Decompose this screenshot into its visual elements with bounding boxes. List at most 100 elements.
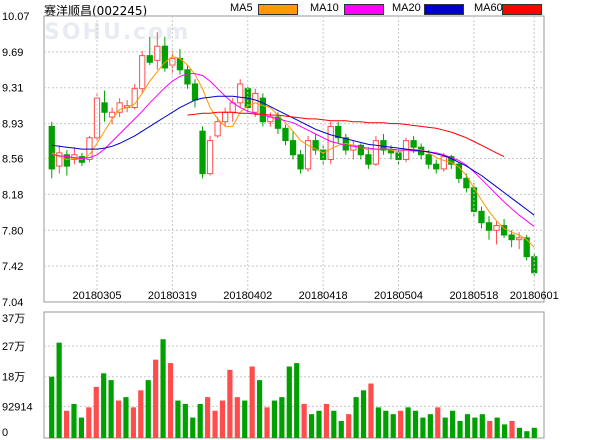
volume-bar bbox=[427, 414, 433, 438]
volume-bar bbox=[360, 390, 367, 438]
volume-bar bbox=[242, 400, 248, 438]
candle-body bbox=[146, 55, 153, 63]
volume-bar bbox=[301, 403, 307, 438]
volume-bar bbox=[93, 386, 99, 438]
volume-bar bbox=[86, 407, 92, 438]
volume-bar bbox=[130, 407, 136, 438]
candle-body bbox=[131, 88, 138, 109]
legend-swatch-ma60 bbox=[502, 4, 542, 15]
volume-tick-label: 18万 bbox=[2, 372, 25, 384]
volume-bar bbox=[49, 376, 55, 438]
volume-panel-frame bbox=[43, 311, 545, 439]
volume-bar bbox=[494, 417, 500, 438]
volume-bar bbox=[71, 403, 77, 438]
legend-swatch-ma20 bbox=[424, 4, 464, 15]
candle-body bbox=[154, 45, 161, 61]
candle-body bbox=[48, 125, 55, 170]
candle-body bbox=[101, 102, 108, 113]
candle-body bbox=[56, 152, 63, 167]
price-tick-label: 10.07 bbox=[2, 11, 30, 23]
candle-body bbox=[304, 140, 312, 170]
stock-title: 赛洋顺昌(002245) bbox=[44, 4, 148, 18]
candle-body bbox=[282, 127, 289, 142]
volume-bar bbox=[294, 363, 300, 438]
volume-bar bbox=[115, 400, 122, 438]
candle-body bbox=[184, 69, 191, 85]
date-tick-label: 20180504 bbox=[374, 290, 423, 302]
volume-bar bbox=[331, 410, 337, 438]
volume-bar bbox=[346, 414, 352, 438]
volume-bar bbox=[123, 397, 129, 438]
volume-bar bbox=[457, 420, 463, 438]
candle-body bbox=[380, 140, 387, 151]
price-tick-label: 8.56 bbox=[2, 154, 23, 166]
candle-body bbox=[222, 111, 229, 123]
candle-body bbox=[63, 154, 70, 167]
volume-bar bbox=[138, 390, 144, 438]
volume-bar bbox=[308, 414, 315, 438]
volume-bar bbox=[182, 403, 188, 438]
candle-body bbox=[214, 121, 221, 137]
volume-bar bbox=[472, 417, 478, 438]
candle-body bbox=[523, 237, 530, 258]
volume-bar bbox=[390, 414, 396, 438]
watermark: SOHU.com bbox=[44, 20, 191, 45]
legend-label-ma10: MA10 bbox=[310, 2, 339, 14]
volume-bar bbox=[524, 431, 530, 438]
legend-swatch-ma5 bbox=[258, 4, 298, 15]
volume-bar bbox=[405, 407, 411, 438]
volume-bar bbox=[145, 380, 151, 438]
volume-bar bbox=[78, 417, 85, 438]
volume-bar bbox=[479, 414, 485, 438]
volume-tick-label: 92914 bbox=[2, 401, 33, 413]
price-tick-label: 8.18 bbox=[2, 189, 23, 201]
price-tick-label: 9.31 bbox=[2, 83, 23, 95]
volume-tick-label: 0 bbox=[2, 427, 8, 439]
volume-bar bbox=[420, 417, 426, 438]
candle-body bbox=[508, 234, 515, 241]
volume-bar bbox=[442, 417, 448, 438]
volume-tick-label: 37万 bbox=[2, 313, 25, 325]
candle-body bbox=[297, 154, 304, 170]
candle-body bbox=[478, 210, 485, 224]
price-tick-label: 7.04 bbox=[2, 297, 23, 309]
volume-bar bbox=[279, 397, 285, 438]
ma5-line bbox=[51, 56, 535, 248]
candle-body bbox=[516, 237, 523, 241]
candle-body bbox=[312, 140, 319, 151]
volume-tick-label: 27万 bbox=[2, 341, 25, 353]
candle-body bbox=[485, 222, 493, 231]
candle-body bbox=[199, 130, 206, 175]
volume-bar bbox=[190, 417, 196, 438]
volume-bar bbox=[501, 424, 508, 438]
candle-body bbox=[357, 144, 364, 156]
candle-body bbox=[440, 156, 447, 170]
ma20-line bbox=[51, 95, 535, 216]
volume-bar bbox=[249, 366, 255, 438]
volume-bar bbox=[375, 407, 381, 438]
date-tick-label: 20180305 bbox=[73, 290, 122, 302]
volume-bar bbox=[531, 427, 537, 438]
volume-bar bbox=[509, 420, 515, 438]
candle-body bbox=[455, 163, 462, 179]
candle-body bbox=[463, 177, 470, 189]
date-tick-label: 20180402 bbox=[223, 290, 272, 302]
volume-bar bbox=[338, 420, 344, 438]
candle-body bbox=[448, 156, 455, 165]
date-tick-label: 20180319 bbox=[148, 290, 197, 302]
candle-body bbox=[259, 97, 266, 123]
ma60-line bbox=[187, 111, 505, 158]
candle-body bbox=[206, 140, 214, 175]
candle-body bbox=[237, 83, 244, 104]
candle-body bbox=[116, 102, 123, 113]
volume-bar bbox=[205, 397, 211, 438]
date-tick-label: 20180601 bbox=[510, 290, 559, 302]
volume-bar bbox=[286, 366, 292, 438]
candle-body bbox=[433, 163, 440, 170]
candle-body bbox=[289, 140, 297, 156]
volume-bar bbox=[212, 410, 218, 438]
volume-bar bbox=[175, 400, 181, 438]
volume-bar bbox=[101, 373, 107, 438]
